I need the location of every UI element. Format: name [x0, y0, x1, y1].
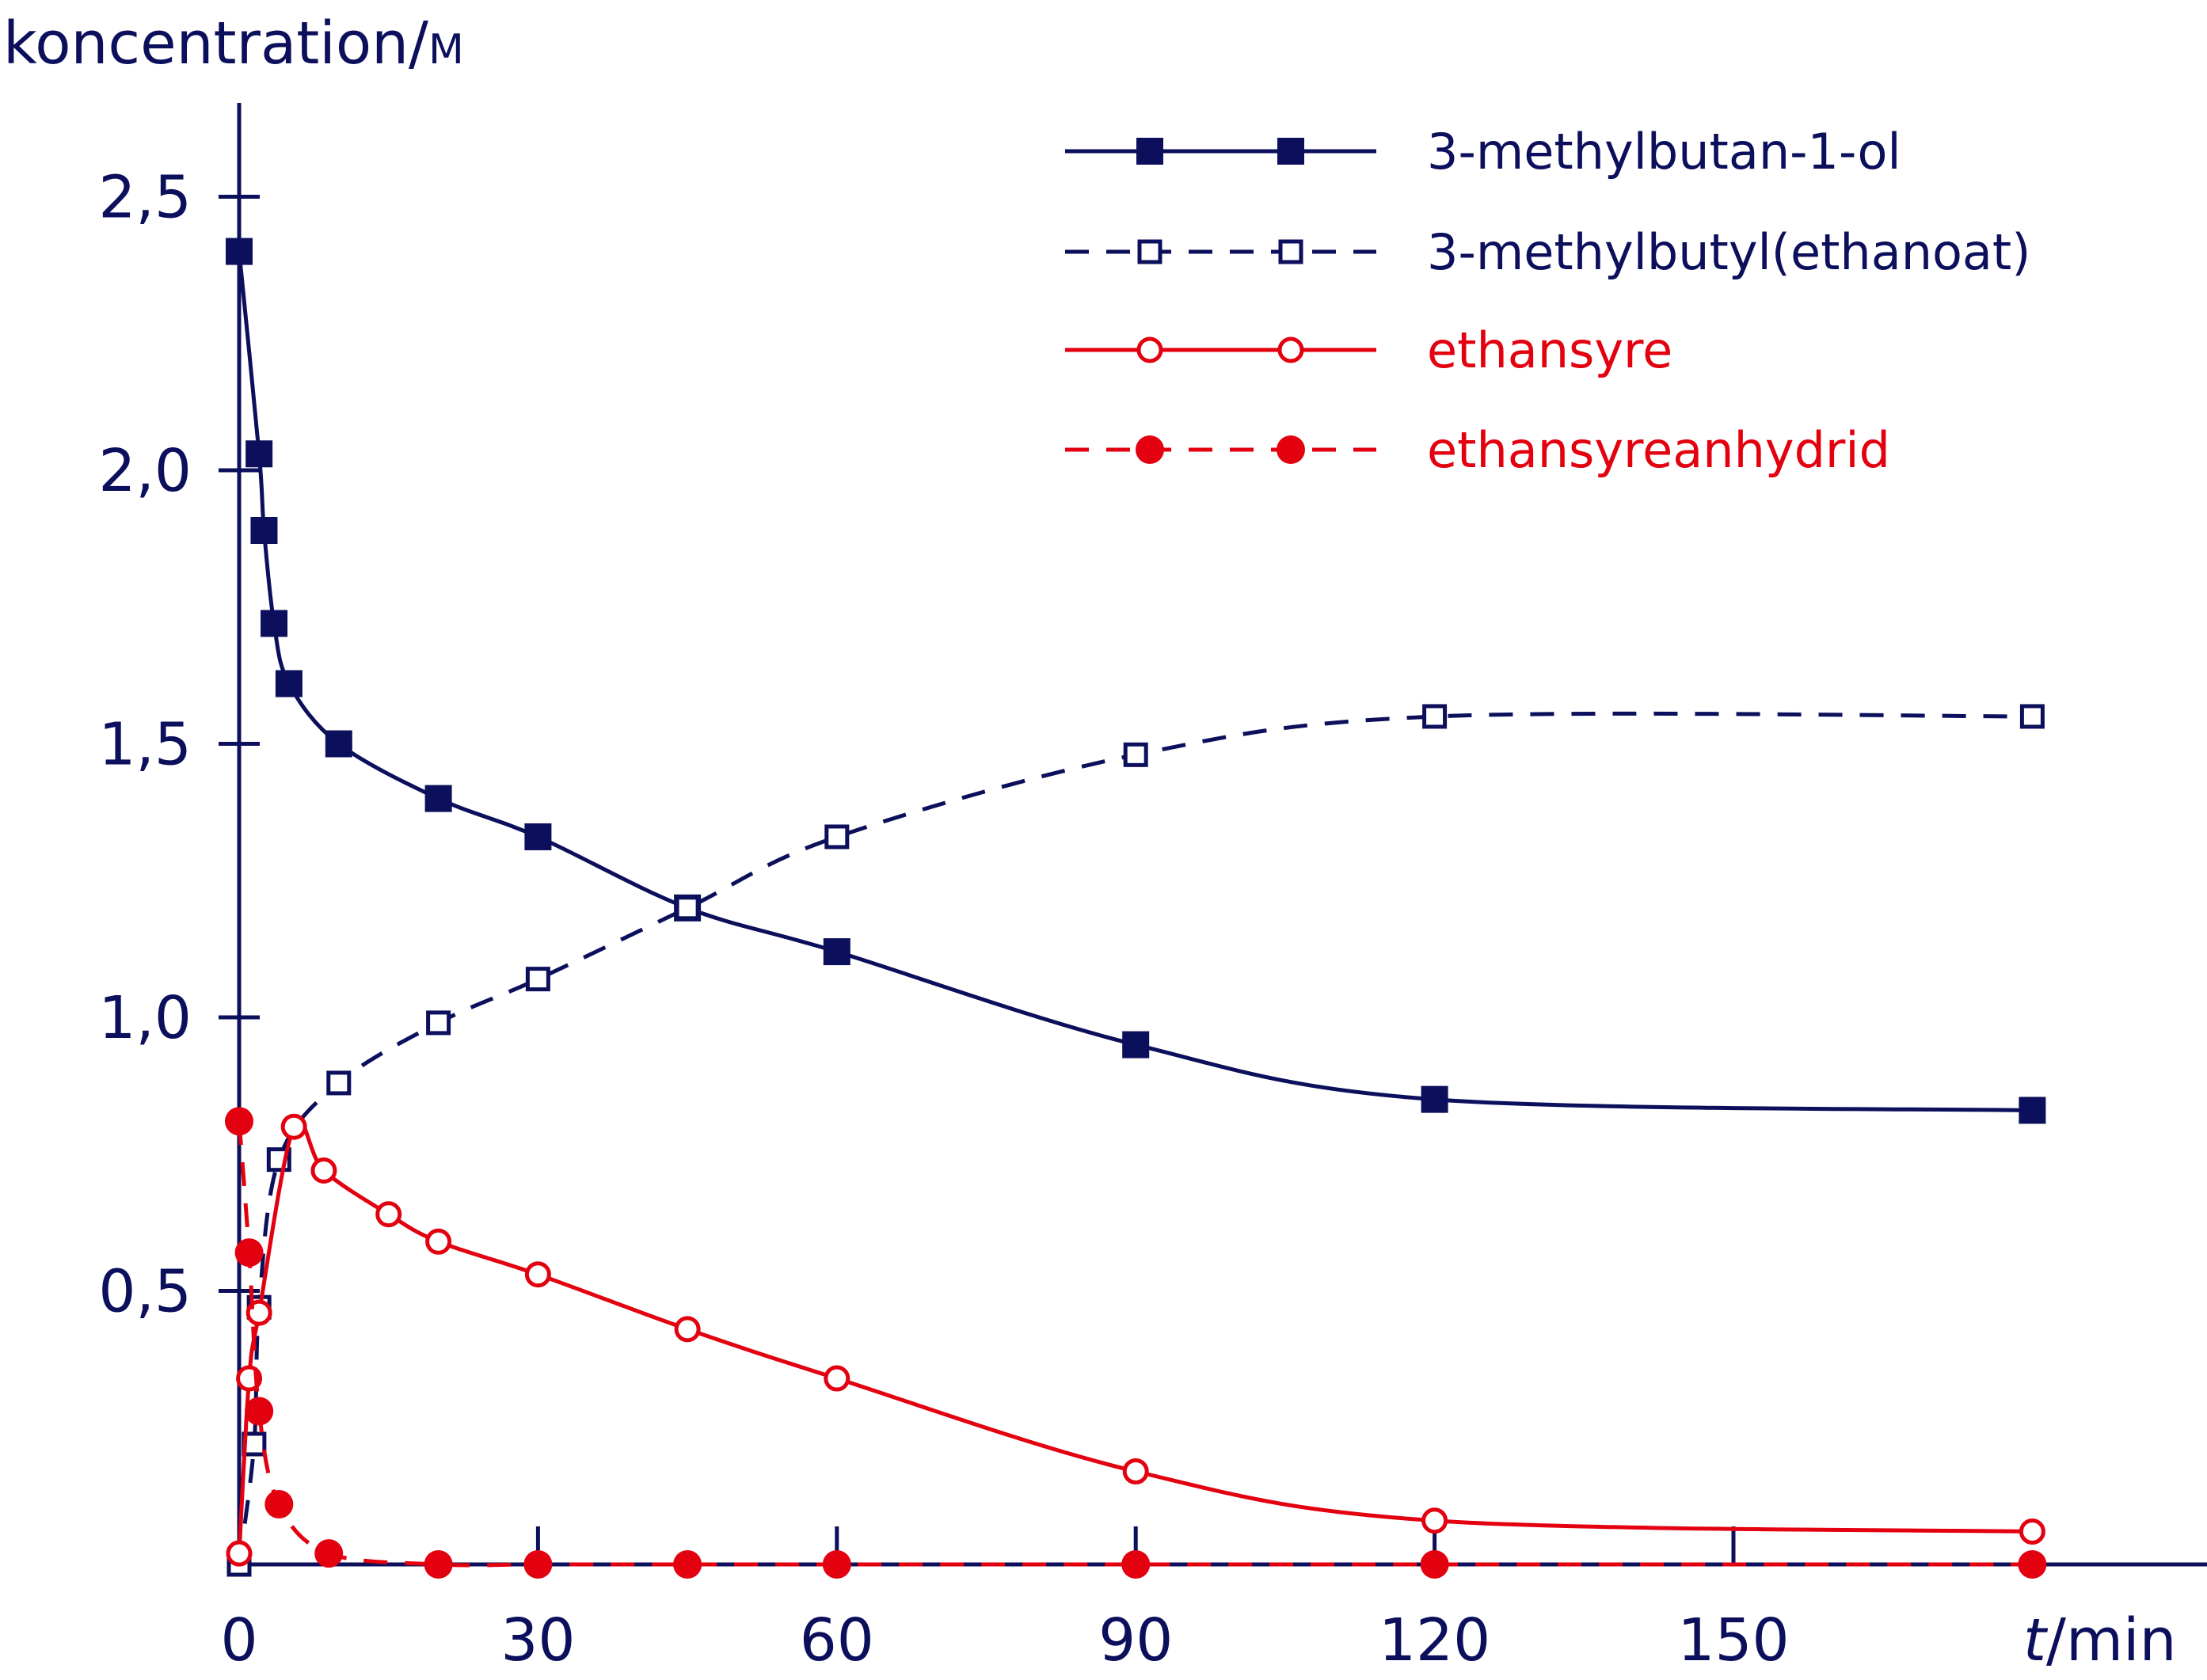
series-line [237, 1121, 2033, 1568]
data-point [426, 1010, 451, 1036]
series-ethansyre [226, 1113, 2045, 1567]
data-point [675, 895, 700, 921]
data-point [2019, 704, 2045, 729]
data-point [266, 1147, 291, 1173]
data-point [524, 1261, 551, 1288]
data-point [822, 1550, 851, 1579]
data-point [1420, 1550, 1449, 1579]
x-axis-unit: /min [2046, 1606, 2176, 1674]
data-point [823, 938, 850, 966]
data-point [523, 1550, 553, 1579]
data-point [245, 1397, 274, 1426]
y-axis-label: koncentration/ [3, 10, 428, 78]
x-axis-title: t/min [2023, 1606, 2177, 1674]
x-tick-label: 120 [1379, 1606, 1490, 1674]
data-point [280, 1113, 307, 1140]
data-point [525, 967, 550, 992]
data-point [375, 1201, 402, 1228]
legend-marker [1136, 138, 1163, 165]
y-axis-title: koncentration/M [3, 10, 464, 78]
y-tick-label: 0,5 [98, 1258, 192, 1326]
series-layer [225, 238, 2047, 1579]
x-axis-variable: t [2023, 1606, 2049, 1674]
data-point [1422, 704, 1448, 729]
y-axis-unit: M [428, 26, 464, 74]
data-point [264, 1489, 294, 1518]
data-point [425, 1228, 452, 1255]
series-line [237, 711, 2033, 1565]
data-point [314, 1539, 344, 1568]
data-point [1121, 1550, 1151, 1579]
legend-label-ethansyre: ethansyre [1427, 321, 1672, 379]
data-point [245, 440, 273, 468]
data-point [1123, 742, 1148, 767]
data-point [250, 517, 278, 545]
x-tick-label: 0 [220, 1606, 257, 1674]
data-point [2019, 1097, 2046, 1124]
series-line [237, 251, 2033, 1112]
x-axis-ticks: 0 30 60 90 120 150 [220, 1526, 1790, 1674]
data-point [1122, 1031, 1150, 1059]
data-point [2018, 1550, 2047, 1579]
x-tick-label: 60 [800, 1606, 874, 1674]
series-line [237, 1119, 2033, 1554]
y-axis-ticks: 0,5 1,0 1,5 2,0 2,5 [98, 164, 260, 1326]
y-tick-label: 1,5 [98, 711, 192, 779]
x-tick-label: 150 [1677, 1606, 1789, 1674]
data-point [424, 1550, 453, 1579]
data-point [524, 823, 552, 850]
legend-marker [1277, 435, 1305, 464]
legend-label-methylbutyl-ethanoate: 3-methylbutyl(ethanoat) [1427, 223, 2030, 281]
legend-marker [1136, 336, 1163, 363]
data-point [673, 1550, 702, 1579]
data-point [261, 610, 288, 637]
data-point [226, 1540, 253, 1567]
data-point [325, 730, 352, 758]
data-point [824, 824, 850, 850]
series-ethansyreanhydrid [225, 1107, 2047, 1579]
data-point [674, 1316, 701, 1343]
legend-marker [1278, 239, 1303, 264]
data-point [310, 1157, 337, 1184]
data-point [424, 785, 452, 812]
data-point [1421, 1085, 1448, 1113]
data-point [226, 238, 253, 265]
legend-label-ethansyreanhydrid: ethansyreanhydrid [1427, 421, 1890, 479]
data-point [326, 1070, 352, 1096]
data-point [225, 1107, 253, 1136]
y-tick-label: 2,5 [98, 164, 192, 232]
y-tick-label: 2,0 [98, 437, 192, 505]
legend-marker [1277, 138, 1304, 165]
legend-marker [1136, 435, 1164, 464]
x-tick-label: 90 [1098, 1606, 1173, 1674]
data-point [2019, 1518, 2045, 1545]
legend: 3-methylbutan-1-ol 3-methylbutyl(ethanoat… [1065, 123, 2030, 479]
data-point [234, 1238, 264, 1268]
legend-marker [1277, 336, 1304, 363]
data-point [1421, 1507, 1448, 1534]
series-methylbutanol [226, 238, 2046, 1124]
x-tick-label: 30 [500, 1606, 575, 1674]
data-point [824, 1365, 850, 1392]
data-point [275, 670, 303, 697]
legend-label-methylbutanol: 3-methylbutan-1-ol [1427, 123, 1901, 181]
legend-marker [1137, 239, 1162, 264]
data-point [1122, 1458, 1149, 1485]
series-methylbutyl-ethanoate [226, 704, 2045, 1577]
y-tick-label: 1,0 [98, 984, 192, 1052]
